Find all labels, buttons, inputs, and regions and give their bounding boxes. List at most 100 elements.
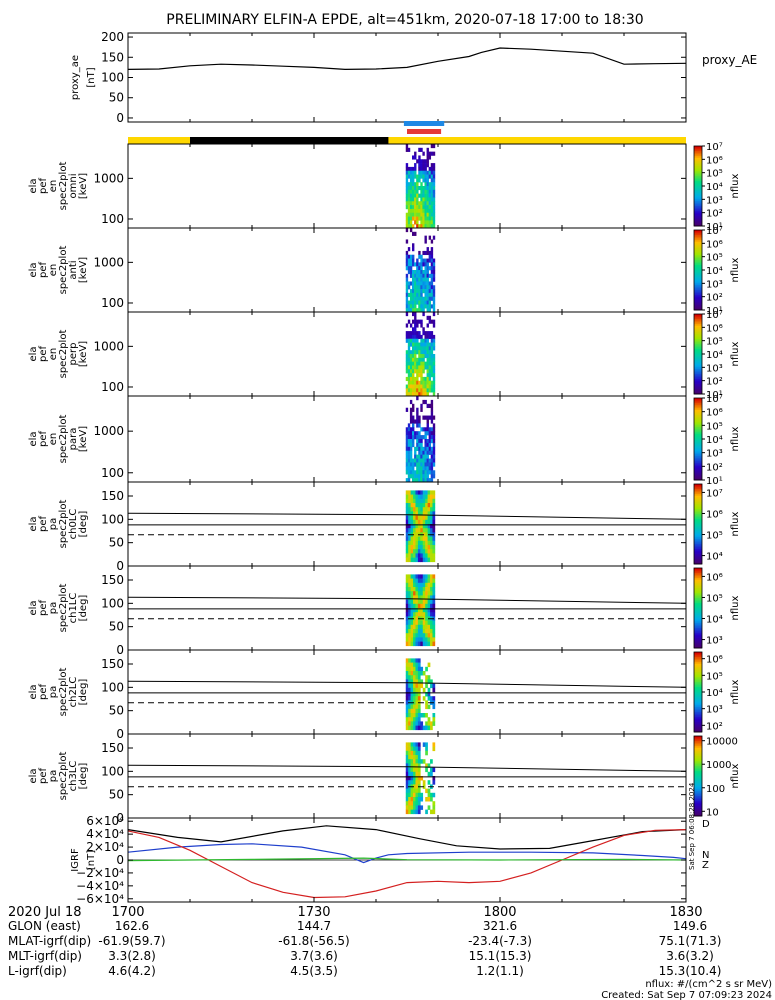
spectrogram-cell [407, 205, 411, 210]
spectrogram-cell [405, 675, 409, 680]
spectrogram-cell [405, 216, 409, 221]
colorbar-segment [694, 606, 702, 609]
spectrogram-cell [418, 454, 421, 459]
spectrogram-cell [432, 170, 436, 175]
spectrogram-cell [424, 415, 427, 420]
spectrogram-cell [422, 624, 426, 630]
spectrogram-cell [413, 620, 416, 626]
spectrogram-cell [422, 369, 425, 374]
spectrogram-cell [430, 540, 433, 546]
spectrogram-cell [420, 435, 423, 440]
spectrogram-cell [416, 462, 419, 467]
spectrogram-cell [416, 365, 419, 370]
spectrogram-cell [426, 289, 429, 294]
spectrogram-cell [425, 809, 428, 815]
spectrogram-cell [418, 285, 421, 290]
colorbar-segment [694, 276, 702, 279]
spectrogram-cell [430, 603, 433, 609]
colorbar-segment [694, 499, 702, 502]
spectrogram-cell [420, 266, 423, 271]
spectrogram-cell [408, 750, 411, 756]
spectrogram-cell [428, 273, 432, 278]
spectrogram-cell [427, 792, 431, 798]
spectrogram-cell [414, 334, 417, 340]
spectrogram-cell [414, 308, 417, 313]
y-tick-label: 1000 [93, 255, 124, 269]
colorbar-segment [694, 514, 702, 517]
spectrogram-cell [430, 454, 434, 459]
spectrogram-cell [420, 189, 423, 194]
spectrogram-cell [407, 319, 411, 324]
spectrogram-cell [428, 431, 432, 436]
spectrogram-cell [430, 334, 434, 340]
spectrogram-cell [407, 208, 411, 214]
colorbar-segment [694, 725, 702, 728]
spectrogram-cell [416, 446, 419, 452]
colorbar-tick-label: 10⁶ [706, 239, 723, 250]
spectrogram-cell [413, 759, 416, 764]
spectrogram-cell [430, 388, 434, 393]
spectrogram-cell [427, 599, 431, 605]
colorbar-segment [694, 756, 702, 759]
spectrogram-cell [432, 431, 436, 436]
spectrogram-cell [426, 361, 429, 366]
spectrogram-cell [432, 536, 436, 542]
colorbar-tick-label: 10¹ [706, 306, 723, 317]
colorbar-segment [694, 663, 702, 666]
spectrogram-cell [413, 641, 416, 647]
spectrogram-cell [425, 637, 428, 642]
spectrogram-cell [413, 574, 416, 579]
spectrogram-cell [415, 612, 419, 617]
spectrogram-cell [414, 474, 417, 479]
spectrogram-cell [407, 466, 411, 471]
spectrogram-cell [432, 388, 436, 393]
spectrogram-cell [420, 511, 424, 516]
spectrogram-cell [409, 458, 413, 463]
spectrogram-cell [424, 388, 427, 393]
spectrogram-cell [416, 193, 419, 198]
spectrogram-cell [407, 446, 411, 452]
spectrogram-cell [415, 498, 419, 504]
spectrogram-cell [420, 304, 423, 309]
spectrogram-cell [415, 587, 419, 592]
spectrogram-cell [424, 365, 427, 370]
spectrogram-cell [417, 687, 421, 693]
spectrogram-cell [427, 503, 431, 508]
colorbar-segment [694, 811, 702, 814]
spectrogram-cell [413, 721, 416, 726]
colorbar-segment [694, 408, 702, 411]
colorbar-segment [694, 169, 702, 172]
spectrogram-cell [430, 144, 434, 149]
colorbar-segment [694, 288, 702, 291]
spectrogram-cell [422, 365, 425, 370]
spectrogram-cell [405, 182, 409, 187]
colorbar-segment [694, 629, 702, 632]
spectrogram-cell [430, 503, 433, 508]
y-tick-label: 0 [116, 853, 124, 867]
spectrogram-cell [425, 603, 428, 609]
spectrogram-cell [405, 587, 409, 592]
info-row-value: 3.6(3.2) [666, 949, 714, 963]
spectrogram-cell [405, 503, 409, 508]
spectrogram-cell [415, 776, 419, 781]
colorbar-segment [694, 389, 702, 392]
spectrogram-cell [420, 612, 424, 617]
spectrogram-cell [405, 435, 409, 440]
spectrogram-cell [410, 599, 414, 605]
spectrogram-cell [432, 224, 436, 229]
y-tick-label: 1000 [93, 339, 124, 353]
spectrogram-cell [405, 201, 409, 206]
spectrogram-cell [418, 350, 421, 355]
info-row-value: -23.4(-7.3) [468, 934, 532, 948]
spectrogram-cell [422, 557, 426, 563]
colorbar-segment [694, 362, 702, 365]
spectrogram-cell [405, 637, 409, 642]
spectrogram-cell [420, 494, 424, 500]
spectrogram-cell [427, 587, 431, 592]
colorbar-segment [694, 693, 702, 696]
spectrogram-cell [410, 717, 414, 722]
spectrogram-cell [410, 629, 414, 634]
y-axis-label-line: anti [68, 260, 79, 279]
colorbar-segment [694, 164, 702, 167]
spectrogram-cell [412, 334, 415, 340]
